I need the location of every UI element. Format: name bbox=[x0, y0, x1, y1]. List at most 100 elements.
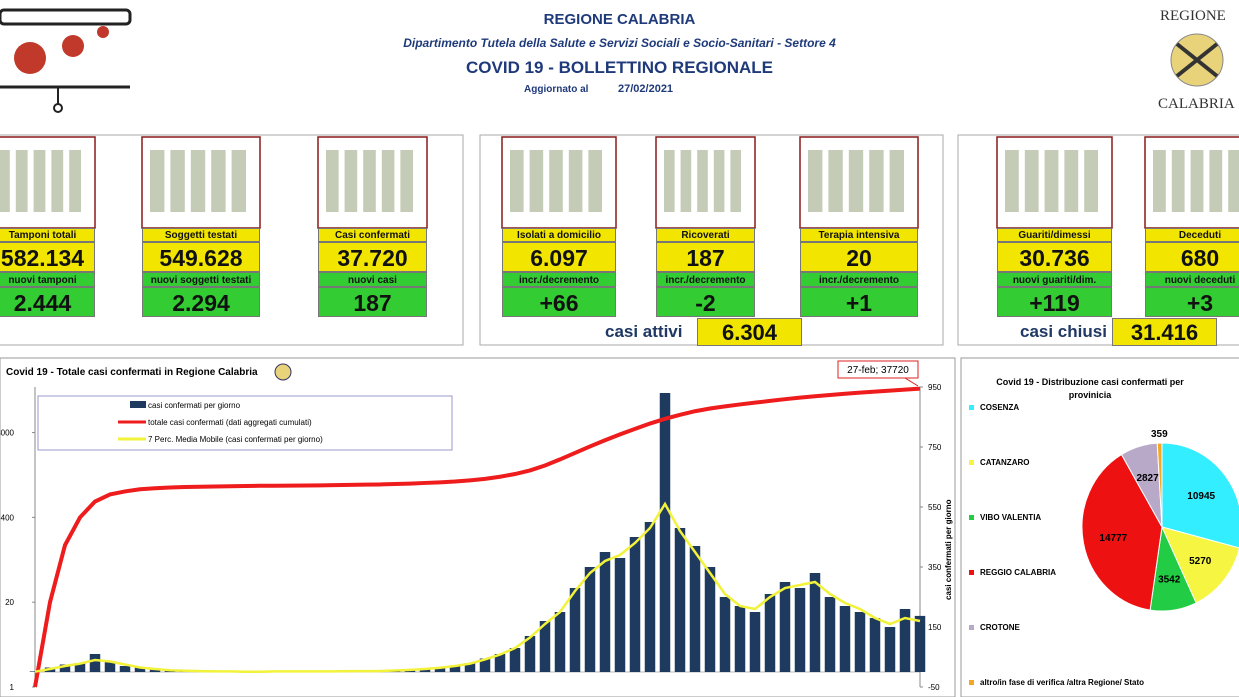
kpi-sub-label: nuovi deceduti bbox=[1145, 272, 1239, 287]
kpi-icon-figure bbox=[808, 150, 823, 212]
coat-of-arms-cross bbox=[1175, 42, 1219, 78]
pie-legend-swatch bbox=[969, 460, 974, 465]
virus-icon bbox=[97, 26, 109, 38]
legend-label: totale casi confermati (dati aggregati c… bbox=[148, 418, 312, 427]
kpi-icon-figure bbox=[828, 150, 843, 212]
kpi-icon-figure bbox=[697, 150, 708, 212]
y2-tick-label: 150 bbox=[928, 623, 942, 632]
kpi-icon-figure bbox=[1024, 150, 1039, 212]
pie-slice bbox=[1156, 442, 1163, 528]
line-series bbox=[34, 501, 921, 673]
bar bbox=[719, 597, 731, 672]
kpi-value: 20 bbox=[800, 242, 918, 272]
total-value: 31.416 bbox=[1112, 318, 1217, 346]
kpi-group bbox=[0, 134, 464, 346]
bar bbox=[659, 393, 671, 672]
pie-slice bbox=[1081, 453, 1163, 611]
bar bbox=[59, 664, 71, 672]
total-value: 6.304 bbox=[697, 318, 802, 346]
pie-title-line: provinicia bbox=[1069, 390, 1113, 400]
y-tick-label: 1 bbox=[10, 683, 15, 692]
kpi-icon bbox=[0, 136, 96, 229]
kpi-icon-figure bbox=[713, 150, 725, 212]
bar bbox=[704, 567, 716, 672]
kpi-sub-label: nuovi soggetti testati bbox=[142, 272, 260, 287]
kpi-icon-figure bbox=[1084, 150, 1098, 212]
kpi-icon-figure bbox=[363, 150, 376, 212]
bar bbox=[464, 663, 476, 672]
bar bbox=[149, 669, 161, 672]
kpi-icon bbox=[799, 136, 919, 229]
y2-tick-label: 550 bbox=[928, 503, 942, 512]
bar bbox=[734, 606, 746, 672]
header-graphics bbox=[0, 8, 1224, 113]
kpi-value: 582.134 bbox=[0, 242, 95, 272]
total-label: casi attivi bbox=[605, 322, 683, 341]
y-tick-label: 400 bbox=[1, 513, 15, 522]
virus-icon bbox=[62, 35, 84, 57]
chart-title-icon bbox=[274, 363, 292, 381]
kpi-icon-figure bbox=[0, 150, 10, 212]
kpi-sub-value: +1 bbox=[800, 287, 918, 317]
kpi-value: 680 bbox=[1145, 242, 1239, 272]
kpi-icon-figure bbox=[211, 150, 226, 212]
bar bbox=[524, 636, 536, 672]
bar bbox=[569, 588, 581, 672]
bar bbox=[509, 648, 521, 672]
kpi-label: Guariti/dimessi bbox=[997, 228, 1112, 242]
logo-knob bbox=[53, 103, 63, 113]
kpi-icon-figure bbox=[1190, 150, 1204, 212]
kpi-icon-figure bbox=[231, 150, 246, 212]
kpi-icon bbox=[996, 136, 1113, 229]
kpi-icon-figure bbox=[529, 150, 544, 212]
legend-label: casi confermati per giorno bbox=[148, 401, 241, 410]
kpi-icon bbox=[141, 136, 261, 229]
kpi-value: 187 bbox=[656, 242, 755, 272]
y2-tick-label: 950 bbox=[928, 383, 942, 392]
pie-legend-swatch bbox=[969, 680, 974, 685]
legend-box bbox=[37, 395, 453, 451]
total-label: casi chiusi bbox=[1020, 322, 1107, 341]
pie-legend-swatch bbox=[969, 405, 974, 410]
legend-swatch bbox=[130, 401, 146, 408]
kpi-sub-label: incr./decremento bbox=[800, 272, 918, 287]
kpi-icon-figure bbox=[190, 150, 206, 212]
kpi-icon bbox=[655, 136, 756, 229]
kpi-label: Tamponi totali bbox=[0, 228, 95, 242]
kpi-sub-value: +66 bbox=[502, 287, 616, 317]
pie-label: 3542 bbox=[1158, 575, 1181, 586]
kpi-icon-figure bbox=[869, 150, 884, 212]
kpi-icon-figure bbox=[1228, 150, 1239, 212]
annotation-box bbox=[837, 360, 919, 379]
logo-top: REGIONE bbox=[1160, 8, 1226, 24]
region-title: REGIONE CALABRIA bbox=[543, 11, 696, 28]
kpi-sub-label: incr./decremento bbox=[502, 272, 616, 287]
bar bbox=[89, 654, 101, 672]
kpi-label: Deceduti bbox=[1145, 228, 1239, 242]
bar bbox=[584, 567, 596, 672]
bar bbox=[899, 609, 911, 672]
pie-legend-swatch bbox=[969, 625, 974, 630]
bar bbox=[854, 612, 866, 672]
department: Dipartimento Tutela della Salute e Servi… bbox=[403, 36, 836, 50]
pie-legend-label: COSENZA bbox=[980, 403, 1019, 412]
kpi-icon-figure bbox=[730, 150, 741, 212]
kpi-icon-figure bbox=[15, 150, 28, 212]
kpi-icon-figure bbox=[1064, 150, 1079, 212]
bar bbox=[119, 666, 131, 672]
pie-title-line: Covid 19 - Distribuzione casi confermati… bbox=[996, 377, 1184, 387]
bar bbox=[614, 558, 626, 672]
kpi-icon-figure bbox=[33, 150, 46, 212]
kpi-frames bbox=[0, 134, 1239, 346]
logo-bottom: CALABRIA bbox=[1158, 96, 1235, 112]
bar bbox=[674, 528, 686, 672]
y2-tick-label: -50 bbox=[928, 683, 940, 692]
pie-label: 10945 bbox=[1187, 491, 1215, 502]
pie-legend-swatch bbox=[969, 515, 974, 520]
kpi-icon bbox=[1144, 136, 1239, 229]
kpi-icon-figure bbox=[400, 150, 413, 212]
kpi-icon-figure bbox=[69, 150, 81, 212]
kpi-icon-figure bbox=[51, 150, 64, 212]
kpi-label: Ricoverati bbox=[656, 228, 755, 242]
